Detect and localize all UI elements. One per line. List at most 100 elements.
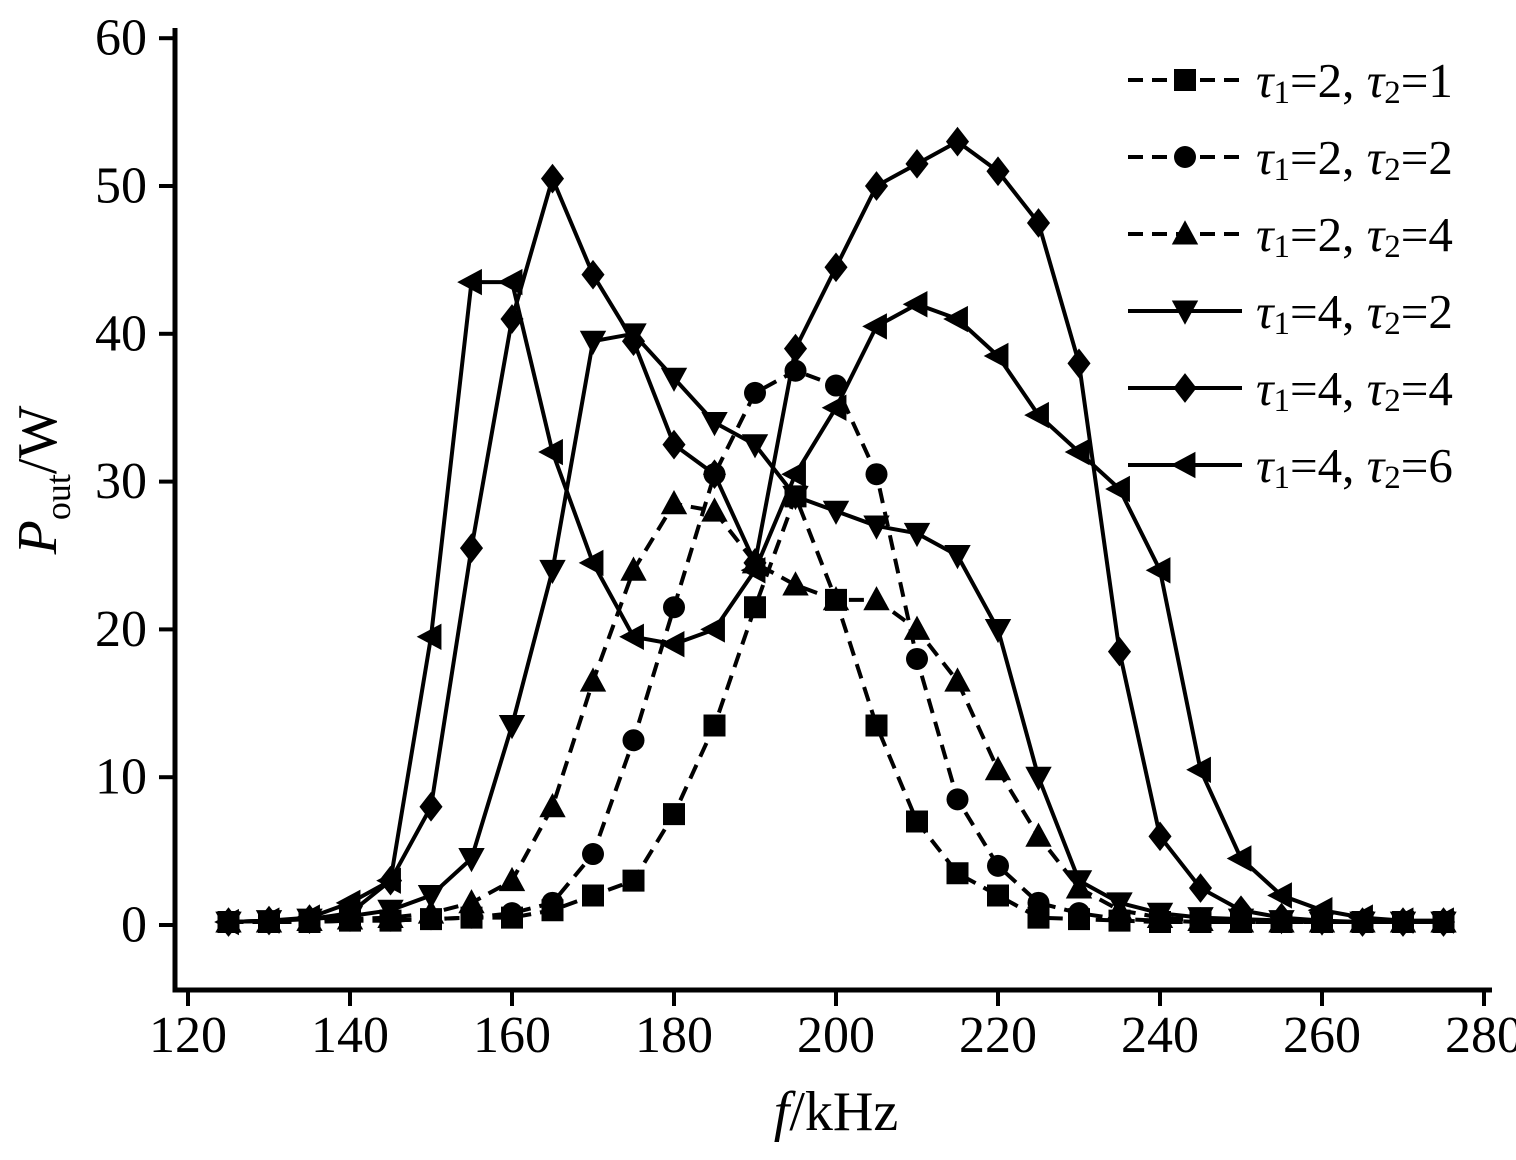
legend-label: τ1=4, τ2=2 <box>1256 284 1453 343</box>
legend-entry: τ1=4, τ2=2 <box>1128 284 1453 343</box>
y-tick-label: 0 <box>121 897 147 954</box>
triangle-left-marker <box>295 904 320 931</box>
triangle-down-marker <box>863 515 890 540</box>
triangle-up-marker <box>822 586 850 611</box>
legend-label: τ1=2, τ2=4 <box>1256 207 1453 266</box>
diamond-marker <box>1269 902 1294 933</box>
diamond-marker <box>1067 348 1091 379</box>
triangle-down-marker <box>458 848 485 873</box>
triangle-left-marker <box>659 630 685 658</box>
series-line <box>228 494 1444 925</box>
triangle-left-marker <box>1170 451 1196 479</box>
triangle-left-marker <box>1186 756 1211 784</box>
triangle-left-marker <box>862 313 887 340</box>
triangle-left-marker <box>1145 557 1171 584</box>
x-tick-label: 260 <box>1283 1007 1361 1064</box>
triangle-up-marker <box>903 615 931 640</box>
triangle-down-marker <box>579 330 607 355</box>
legend-label: τ1=4, τ2=6 <box>1256 438 1453 497</box>
triangle-down-marker <box>1025 766 1052 791</box>
triangle-up-marker <box>498 866 526 892</box>
legend-entry: τ1=4, τ2=6 <box>1128 438 1453 497</box>
diamond-marker <box>1026 208 1051 238</box>
diamond-marker <box>1148 821 1172 852</box>
circle-marker <box>501 902 523 925</box>
circle-marker <box>825 374 847 397</box>
x-tick-label: 220 <box>959 1007 1037 1064</box>
x-axis-title: f/kHz <box>774 1081 898 1143</box>
triangle-up-marker <box>782 571 809 596</box>
circle-marker <box>622 729 645 752</box>
triangle-left-marker <box>1307 897 1333 924</box>
x-tick-label: 120 <box>149 1007 227 1064</box>
triangle-down-marker <box>1106 892 1133 917</box>
diamond-marker <box>824 252 848 283</box>
triangle-up-marker <box>660 490 688 515</box>
triangle-up-marker <box>1025 822 1052 847</box>
y-tick-label: 50 <box>95 158 147 215</box>
triangle-down-marker <box>822 500 850 525</box>
diamond-marker <box>783 333 808 364</box>
triangle-left-marker <box>821 394 847 421</box>
legend-entry: τ1=4, τ2=4 <box>1128 361 1453 420</box>
triangle-down-marker <box>903 522 931 548</box>
diamond-marker <box>905 148 929 179</box>
triangle-left-marker <box>1105 475 1130 503</box>
x-tick-label: 140 <box>311 1007 389 1064</box>
triangle-up-marker <box>417 899 445 924</box>
triangle-up-marker <box>944 667 971 692</box>
square-marker <box>663 803 685 826</box>
square-marker <box>946 862 969 885</box>
legend-entry: τ1=2, τ2=4 <box>1128 207 1453 266</box>
triangle-down-marker <box>944 545 971 570</box>
series-triangle-left <box>214 268 1454 936</box>
series-triangle-up <box>215 490 1457 933</box>
square-marker <box>622 869 645 892</box>
axes <box>172 28 1492 993</box>
tick-labels: 0 10 20 30 40 50 60 120 140 160 180 200 220 240 260 280 <box>95 10 1516 1064</box>
diamond-marker <box>702 459 727 490</box>
circle-marker <box>663 596 685 619</box>
diamond-marker <box>459 533 484 563</box>
triangle-down-marker <box>984 618 1012 644</box>
triangle-left-marker <box>1388 907 1414 934</box>
triangle-left-marker <box>497 268 523 296</box>
triangle-down-marker <box>1146 902 1174 927</box>
x-tick-label: 240 <box>1121 1007 1199 1064</box>
circle-marker <box>906 647 928 670</box>
triangle-left-marker <box>781 461 806 488</box>
triangle-down-marker <box>701 412 728 437</box>
circle-marker <box>987 854 1009 877</box>
legend-label: τ1=4, τ2=4 <box>1256 361 1453 420</box>
x-tick-label: 160 <box>473 1007 551 1064</box>
triangle-left-marker <box>619 623 644 650</box>
circle-marker <box>541 891 564 914</box>
triangle-down-marker <box>741 434 769 459</box>
diamond-marker <box>540 163 565 194</box>
triangle-down-marker <box>417 884 445 910</box>
y-tick-label: 20 <box>95 601 147 658</box>
triangle-left-marker <box>214 908 239 936</box>
y-tick-label: 10 <box>95 749 147 806</box>
triangle-left-marker <box>254 907 280 934</box>
triangle-up-marker <box>1171 220 1199 245</box>
diamond-marker <box>338 898 362 929</box>
x-tick-label: 180 <box>635 1007 713 1064</box>
circle-marker <box>946 788 969 811</box>
triangle-left-marker <box>1348 904 1373 931</box>
triangle-left-marker <box>902 291 928 318</box>
square-marker <box>582 884 604 907</box>
diamond-marker <box>986 156 1010 187</box>
square-marker <box>1174 69 1196 91</box>
square-marker <box>987 884 1009 907</box>
diamond-marker <box>1188 873 1213 903</box>
series-square <box>217 485 1455 934</box>
y-tick-label: 30 <box>95 453 147 510</box>
triangle-left-marker <box>740 557 766 584</box>
circle-marker <box>1068 902 1090 925</box>
circle-marker <box>582 843 604 866</box>
x-tick-label: 280 <box>1445 1007 1516 1064</box>
triangle-left-marker <box>1064 438 1090 466</box>
